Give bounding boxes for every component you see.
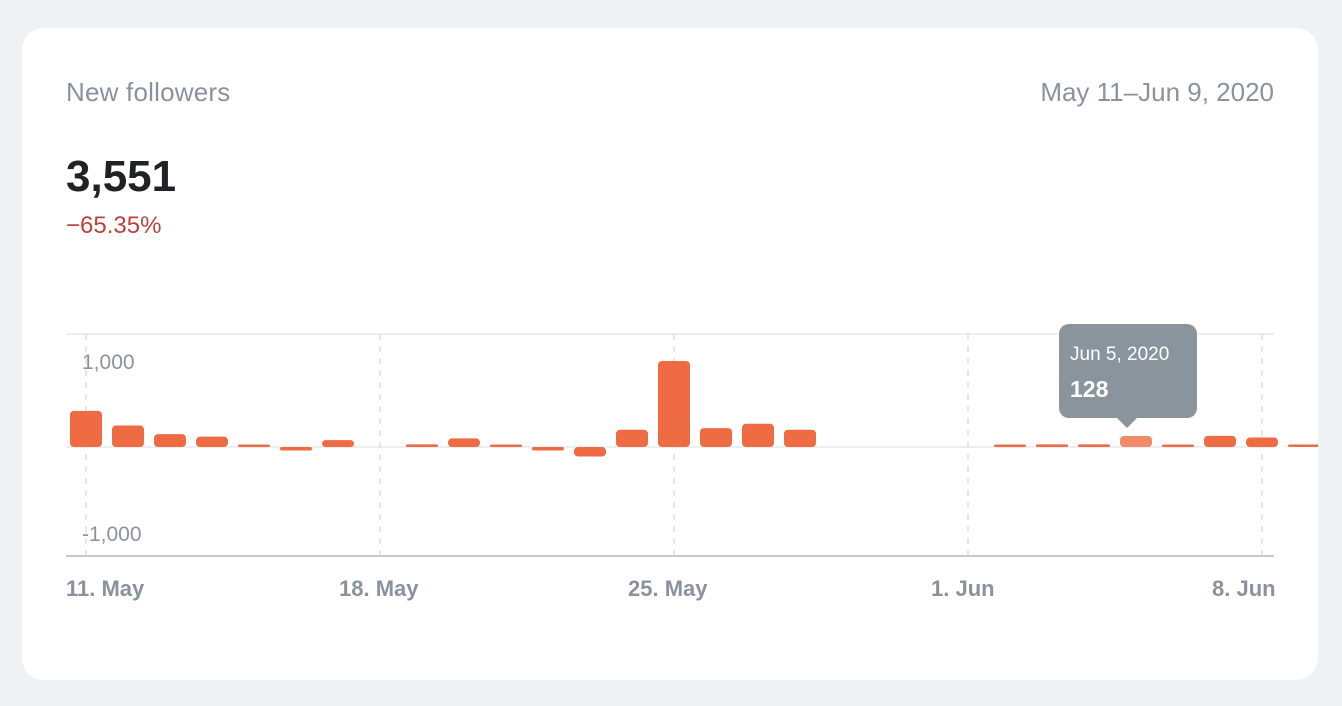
bar-may-15 (238, 444, 270, 447)
bar-jun-2 (994, 444, 1026, 447)
bar-jun-9 (1288, 444, 1318, 447)
change-percentage: −65.35% (66, 212, 162, 239)
y-tick-label: 1,000 (82, 351, 135, 374)
bar-may-21 (490, 444, 522, 447)
label-layer: 1,000 -1,000 11. May 18. May 25. May 1. Jun 8.… (66, 351, 1276, 601)
bar-may-26 (700, 428, 732, 447)
bar-tooltip: Jun 5, 2020 128 (1059, 324, 1197, 428)
bar-jun-4 (1078, 444, 1110, 447)
bar-may-24 (616, 429, 648, 447)
date-range: May 11–Jun 9, 2020 (1040, 77, 1274, 107)
bar-jun-5 (1120, 435, 1152, 447)
bar-jun-7 (1204, 435, 1236, 447)
bar-may-27 (742, 423, 774, 447)
x-tick-label: 1. Jun (931, 576, 995, 601)
bar-may-28 (784, 429, 816, 447)
bar-may-17 (322, 440, 354, 447)
bar-jun-6 (1162, 444, 1194, 447)
bar-may-23 (574, 447, 606, 457)
x-tick-label: 25. May (628, 576, 708, 601)
card-title: New followers (66, 77, 231, 107)
bar-layer (70, 361, 1318, 457)
y-tick-label: -1,000 (82, 523, 142, 546)
x-tick-label: 18. May (339, 576, 419, 601)
bar-may-14 (196, 436, 228, 447)
x-tick-label: 11. May (66, 576, 145, 601)
bar-jun-3 (1036, 444, 1068, 447)
bar-may-13 (154, 434, 186, 447)
total-followers: 3,551 (66, 152, 177, 201)
bar-may-12 (112, 425, 144, 447)
bar-may-16 (280, 447, 312, 451)
tooltip-value: 128 (1070, 376, 1109, 402)
bar-jun-8 (1246, 437, 1278, 447)
bar-may-11 (70, 410, 102, 447)
tooltip-date: Jun 5, 2020 (1070, 344, 1170, 365)
new-followers-card: New followers May 11–Jun 9, 2020 3,551 −… (22, 28, 1318, 680)
x-tick-label: 8. Jun (1212, 576, 1276, 601)
bar-may-19 (406, 444, 438, 447)
bar-may-25 (658, 361, 690, 447)
bar-may-22 (532, 447, 564, 451)
bar-may-20 (448, 438, 480, 447)
